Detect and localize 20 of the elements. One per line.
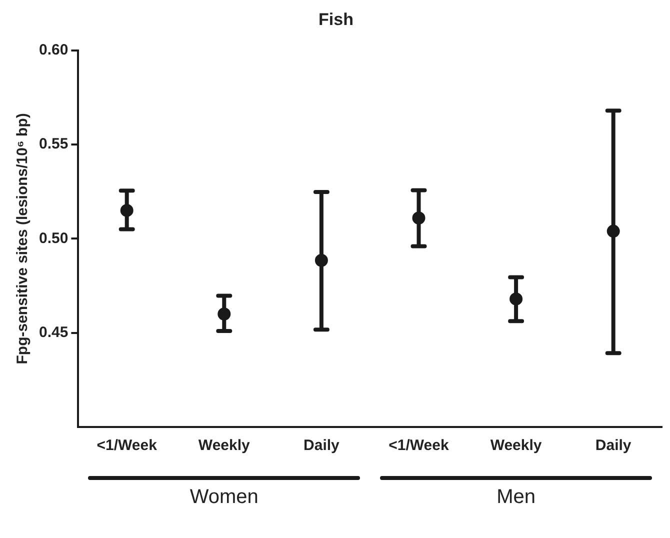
- point: [606, 224, 620, 238]
- chart-title: Fish: [318, 10, 354, 29]
- x-tick-label: <1/Week: [96, 437, 158, 454]
- point: [510, 292, 523, 306]
- point: [412, 211, 426, 224]
- point: [120, 204, 134, 217]
- y-tick-label: 0.60: [38, 42, 68, 59]
- x-tick-label: Weekly: [198, 437, 251, 454]
- point: [218, 308, 231, 321]
- x-tick-label: Daily: [304, 437, 340, 454]
- point: [314, 254, 328, 267]
- x-tick-label: Daily: [595, 437, 632, 454]
- text: Men: [496, 486, 536, 509]
- y-axis-title: Fpg-sensitive sites (lesions/10⁶ bp): [14, 113, 32, 364]
- text: Women: [188, 486, 260, 509]
- y-tick-label: 0.45: [38, 324, 68, 341]
- y-tick-label: 0.55: [38, 136, 68, 153]
- y-tick-label: 0.50: [38, 230, 68, 247]
- x-tick-label: Weekly: [490, 437, 542, 454]
- x-tick-label: <1/Week: [388, 437, 450, 454]
